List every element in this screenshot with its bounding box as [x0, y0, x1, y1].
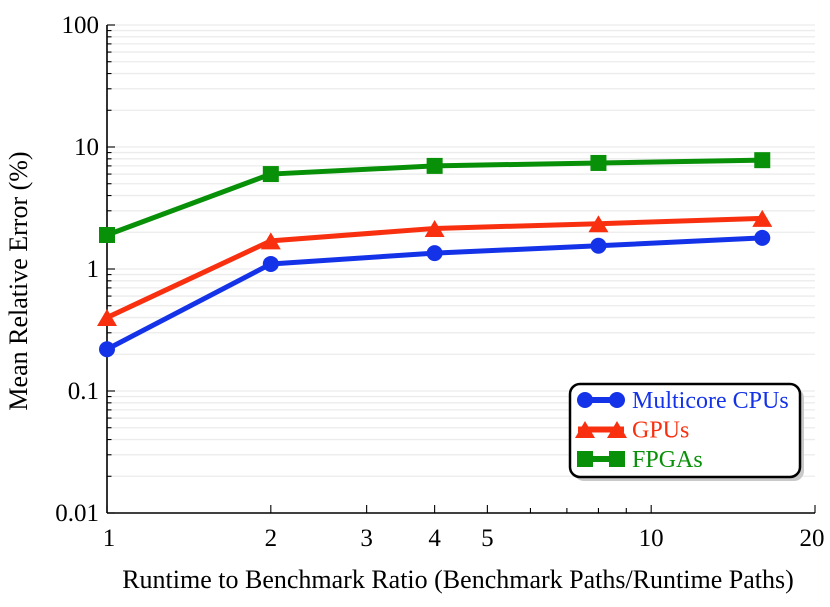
data-point-multicore-cpus — [262, 255, 279, 272]
y-tick-label: 10 — [74, 134, 99, 161]
y-axis-label: Mean Relative Error (%) — [4, 151, 33, 410]
data-point-multicore-cpus — [590, 237, 607, 254]
legend-marker-gpus — [575, 421, 595, 438]
legend: Multicore CPUs GPUs FPGAs — [568, 382, 804, 481]
data-point-fpgas — [590, 154, 607, 171]
data-point-gpus — [424, 219, 445, 237]
data-point-fpgas — [426, 157, 443, 174]
legend-item-gpus: GPUs — [575, 418, 689, 444]
x-tick-label: 4 — [428, 525, 441, 552]
x-tick-label: 5 — [481, 525, 494, 552]
x-tick-label: 20 — [800, 525, 825, 552]
data-point-gpus — [752, 209, 773, 227]
data-point-fpgas — [99, 226, 115, 243]
legend-item-fpgas: FPGAs — [577, 447, 703, 473]
series-fpgas — [99, 152, 771, 243]
gridlines — [107, 24, 815, 477]
x-tick-label: 1 — [103, 525, 116, 552]
data-point-fpgas — [754, 152, 771, 169]
series-layer — [97, 152, 773, 358]
y-tick-label: 1 — [87, 256, 100, 283]
legend-label-multicore-cpus: Multicore CPUs — [632, 388, 789, 414]
legend-item-multicore-cpus: Multicore CPUs — [577, 388, 789, 414]
y-tick-label: 100 — [62, 12, 100, 39]
x-tick-label: 2 — [265, 525, 278, 552]
legend-marker-multicore-cpus — [577, 392, 593, 408]
data-point-multicore-cpus — [754, 229, 771, 246]
data-point-multicore-cpus — [99, 341, 115, 358]
y-tick-label: 0.01 — [55, 500, 99, 527]
legend-label-gpus: GPUs — [632, 418, 689, 444]
legend-marker-fpgas — [577, 451, 593, 467]
legend-box — [568, 382, 802, 479]
y-tick-label: 0.1 — [68, 378, 99, 405]
x-tick-label: 10 — [639, 525, 664, 552]
x-tick-label: 3 — [360, 525, 373, 552]
data-point-fpgas — [262, 166, 279, 183]
legend-label-fpgas: FPGAs — [632, 447, 703, 473]
series-multicore-cpus — [99, 229, 771, 358]
data-point-gpus — [588, 215, 609, 233]
legend-marker-gpus — [607, 421, 627, 438]
series-gpus — [97, 209, 773, 327]
data-point-gpus — [260, 232, 281, 250]
data-point-gpus — [97, 309, 117, 327]
x-axis-label: Runtime to Benchmark Ratio (Benchmark Pa… — [122, 565, 794, 594]
legend-marker-fpgas — [609, 451, 625, 467]
data-point-multicore-cpus — [426, 245, 443, 262]
legend-marker-multicore-cpus — [609, 392, 625, 408]
